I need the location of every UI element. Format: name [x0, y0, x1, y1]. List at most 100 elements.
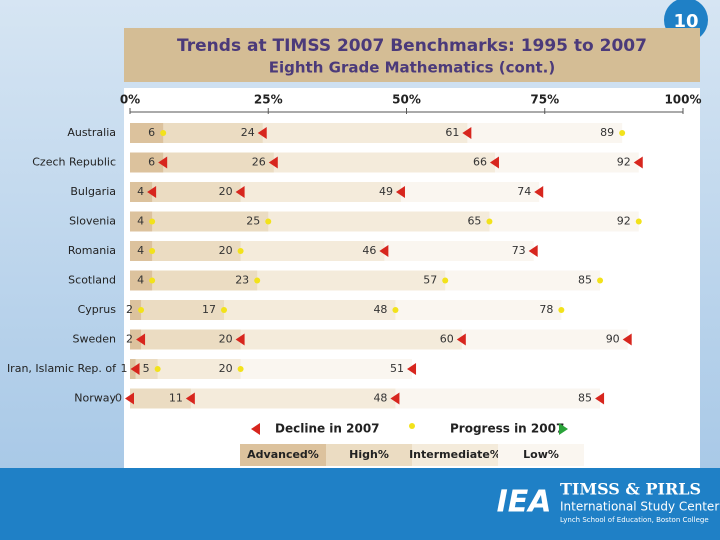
category-label: Scotland [68, 274, 116, 287]
bar-segment [130, 211, 153, 232]
no-change-marker [149, 248, 156, 254]
value-label: 20 [219, 244, 233, 257]
footer-line1: TIMSS & PIRLS [560, 480, 701, 499]
value-label: 85 [578, 392, 592, 405]
no-change-marker [254, 277, 261, 284]
footer-line3: Lynch School of Education, Boston Colleg… [560, 516, 709, 524]
value-label: 6 [148, 156, 155, 169]
decline-marker [257, 127, 267, 139]
category-label: Sweden [73, 333, 116, 346]
value-label: 2 [126, 333, 133, 346]
bar-segment [130, 211, 269, 232]
value-label: 49 [379, 185, 393, 198]
x-tick-label: 0% [120, 93, 140, 107]
value-label: 23 [235, 274, 249, 287]
bar-segment [130, 270, 258, 291]
value-label: 57 [423, 274, 437, 287]
category-label: Bulgaria [70, 185, 116, 198]
no-change-marker [237, 366, 244, 372]
value-label: 85 [578, 274, 592, 287]
chart-title: Trends at TIMSS 2007 Benchmarks: 1995 to… [177, 36, 647, 56]
bar-segment [130, 329, 142, 350]
value-label: 74 [517, 185, 531, 198]
value-label: 26 [252, 156, 266, 169]
x-tick-label: 100% [664, 93, 701, 107]
value-label: 65 [467, 215, 481, 228]
value-label: 20 [219, 362, 233, 375]
value-label: 90 [606, 333, 620, 346]
decline-marker [268, 156, 278, 169]
bar-segment [130, 152, 164, 173]
value-label: 73 [512, 244, 526, 257]
legend-swatch [412, 444, 498, 466]
bar-segment [130, 329, 241, 350]
value-label: 61 [445, 126, 459, 139]
decline-marker [185, 392, 195, 405]
decline-marker [534, 186, 544, 198]
legend-progress-marker [559, 423, 568, 435]
value-label: 4 [137, 215, 144, 228]
category-label: Slovenia [69, 215, 116, 228]
bar-segment [130, 241, 241, 261]
value-label: 2 [126, 303, 133, 316]
value-label: 4 [137, 244, 144, 257]
decline-marker [633, 156, 643, 169]
legend-label: High% [349, 448, 389, 461]
bar-segment [130, 123, 164, 143]
bar-segment [130, 270, 153, 291]
value-label: 11 [169, 392, 183, 405]
legend-decline-marker [251, 423, 260, 435]
legend-label: Low% [523, 448, 559, 461]
category-label: Iran, Islamic Rep. of [7, 362, 117, 375]
footer-band [0, 468, 720, 540]
decline-marker [379, 245, 389, 257]
category-label: Australia [67, 126, 116, 139]
legend-swatch [240, 444, 326, 466]
no-change-marker [597, 277, 604, 284]
legend-progress: Progress in 2007 [450, 422, 564, 436]
no-change-marker [486, 218, 493, 225]
no-change-marker [619, 130, 626, 136]
value-label: 25 [246, 215, 260, 228]
decline-marker [456, 333, 466, 346]
value-label: 1 [121, 362, 128, 375]
category-label: Romania [68, 244, 116, 257]
value-label: 5 [143, 362, 150, 375]
bar-segment [130, 241, 153, 261]
bar-segment [130, 388, 396, 409]
no-change-marker [221, 307, 228, 313]
no-change-marker [442, 277, 449, 284]
value-label: 92 [617, 215, 631, 228]
chart-subtitle: Eighth Grade Mathematics (cont.) [269, 59, 555, 77]
value-label: 60 [440, 333, 454, 346]
value-label: 20 [219, 333, 233, 346]
decline-marker [136, 333, 146, 346]
decline-marker [595, 392, 605, 405]
value-label: 17 [202, 303, 216, 316]
no-change-marker [265, 218, 272, 225]
footer-line2: International Study Center [560, 500, 719, 514]
x-tick-label: 75% [530, 93, 559, 107]
value-label: 89 [600, 126, 614, 139]
x-tick-label: 50% [392, 93, 421, 107]
bar-segment [130, 182, 153, 202]
decline-marker [407, 363, 417, 375]
decline-marker [235, 186, 245, 198]
no-change-marker [149, 218, 156, 225]
value-label: 51 [390, 362, 404, 375]
value-label: 46 [362, 244, 376, 257]
decline-marker [125, 392, 134, 405]
legend-label: Advanced% [247, 448, 319, 461]
legend-swatch [326, 444, 412, 466]
value-label: 20 [219, 185, 233, 198]
legend-decline: Decline in 2007 [275, 422, 380, 436]
bar-segment [130, 300, 225, 320]
no-change-marker [149, 277, 156, 284]
bar-segment [130, 182, 241, 202]
x-tick-label: 25% [254, 93, 283, 107]
decline-marker [235, 333, 245, 346]
no-change-marker [138, 307, 145, 313]
category-label: Czech Republic [32, 156, 116, 169]
value-label: 48 [373, 392, 387, 405]
